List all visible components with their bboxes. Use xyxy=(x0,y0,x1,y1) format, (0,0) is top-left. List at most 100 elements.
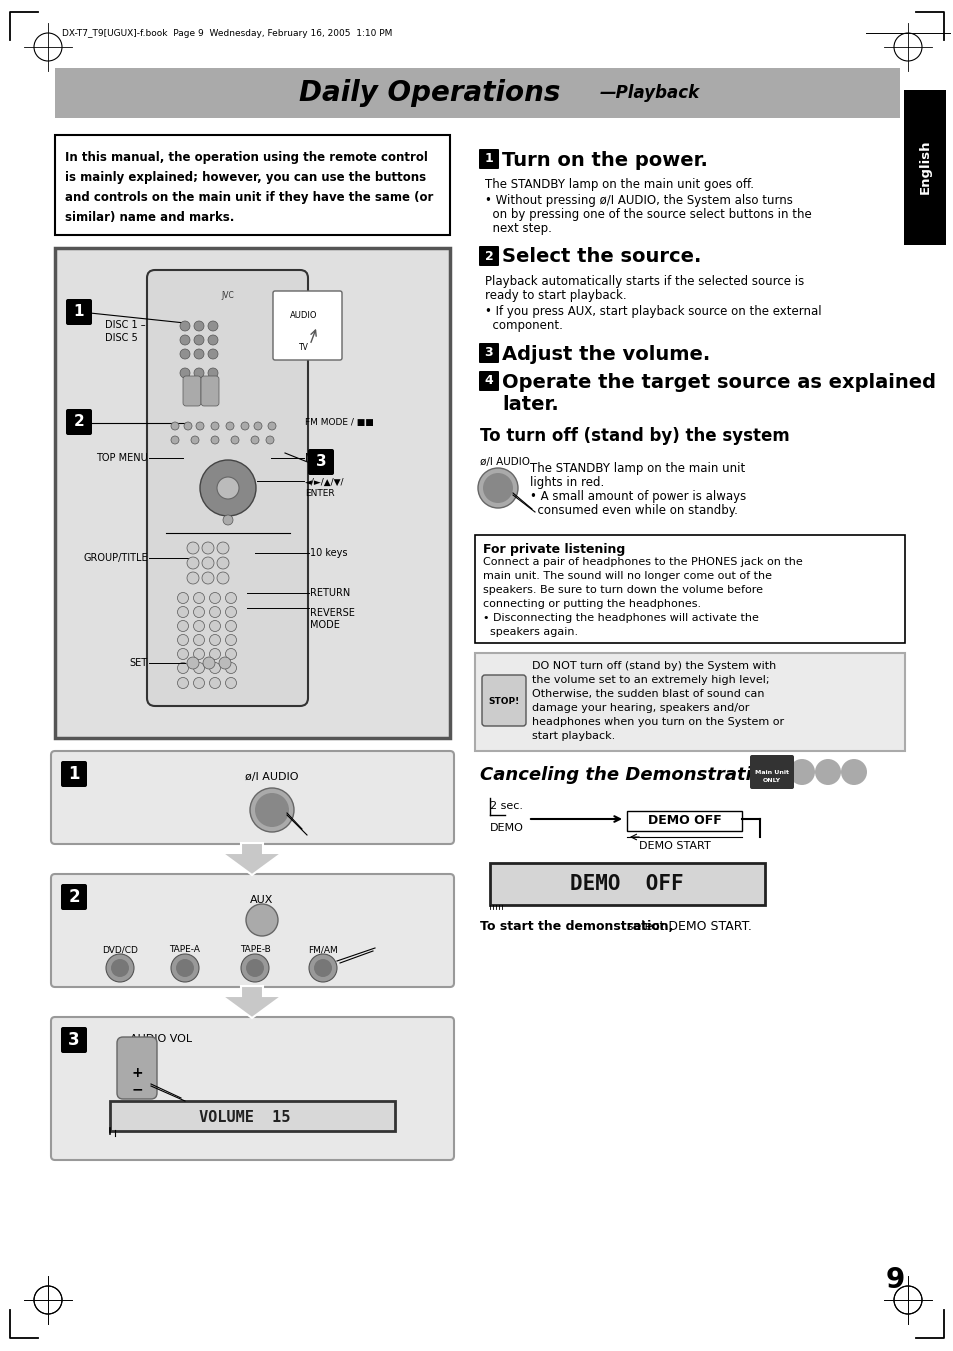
FancyBboxPatch shape xyxy=(117,1038,157,1098)
Text: AUDIO: AUDIO xyxy=(290,311,317,319)
Text: • If you press AUX, start playback source on the external: • If you press AUX, start playback sourc… xyxy=(484,305,821,317)
Circle shape xyxy=(193,677,204,689)
Text: TAPE-A: TAPE-A xyxy=(170,946,200,955)
Circle shape xyxy=(223,515,233,526)
FancyBboxPatch shape xyxy=(201,376,219,407)
Text: 10 keys: 10 keys xyxy=(310,549,347,558)
Text: The STANDBY lamp on the main unit: The STANDBY lamp on the main unit xyxy=(530,462,744,476)
Text: lights in red.: lights in red. xyxy=(530,476,603,489)
Text: speakers. Be sure to turn down the volume before: speakers. Be sure to turn down the volum… xyxy=(482,585,762,594)
Text: AUX: AUX xyxy=(250,894,274,905)
Circle shape xyxy=(841,759,866,785)
Text: • A small amount of power is always: • A small amount of power is always xyxy=(530,490,745,503)
Circle shape xyxy=(177,662,189,674)
Bar xyxy=(55,68,899,118)
Circle shape xyxy=(210,662,220,674)
Text: DO NOT turn off (stand by) the System with: DO NOT turn off (stand by) the System wi… xyxy=(532,661,776,671)
Bar xyxy=(475,535,904,643)
Circle shape xyxy=(208,322,218,331)
FancyBboxPatch shape xyxy=(66,409,91,435)
Text: Otherwise, the sudden blast of sound can: Otherwise, the sudden blast of sound can xyxy=(532,689,763,698)
Circle shape xyxy=(231,436,239,444)
Bar xyxy=(903,91,945,245)
Bar xyxy=(490,863,764,905)
Text: 3: 3 xyxy=(68,1031,80,1048)
Circle shape xyxy=(225,635,236,646)
Circle shape xyxy=(171,954,199,982)
Text: —Playback: —Playback xyxy=(599,84,700,101)
Circle shape xyxy=(210,648,220,659)
Text: damage your hearing, speakers and/or: damage your hearing, speakers and/or xyxy=(532,703,749,713)
Text: 3: 3 xyxy=(484,346,493,359)
Text: • Without pressing ø/I AUDIO, the System also turns: • Without pressing ø/I AUDIO, the System… xyxy=(484,195,792,207)
FancyBboxPatch shape xyxy=(273,290,341,359)
FancyBboxPatch shape xyxy=(61,1027,87,1052)
Circle shape xyxy=(225,607,236,617)
Circle shape xyxy=(187,657,199,669)
Text: In this manual, the operation using the remote control: In this manual, the operation using the … xyxy=(65,151,428,163)
Text: 2: 2 xyxy=(73,415,84,430)
Circle shape xyxy=(477,467,517,508)
Text: To start the demonstration,: To start the demonstration, xyxy=(479,920,673,934)
Text: and controls on the main unit if they have the same (or: and controls on the main unit if they ha… xyxy=(65,190,433,204)
Text: ONLY: ONLY xyxy=(762,778,781,784)
Circle shape xyxy=(171,436,179,444)
Circle shape xyxy=(309,954,336,982)
Circle shape xyxy=(193,607,204,617)
Circle shape xyxy=(225,620,236,631)
Circle shape xyxy=(180,367,190,378)
Circle shape xyxy=(203,657,214,669)
FancyBboxPatch shape xyxy=(478,149,498,169)
Text: headphones when you turn on the System or: headphones when you turn on the System o… xyxy=(532,717,783,727)
Bar xyxy=(55,135,450,235)
Circle shape xyxy=(208,367,218,378)
Circle shape xyxy=(193,620,204,631)
FancyBboxPatch shape xyxy=(66,299,91,326)
Circle shape xyxy=(184,422,192,430)
Bar xyxy=(626,811,741,831)
Text: To turn off (stand by) the system: To turn off (stand by) the system xyxy=(479,427,789,444)
Text: 1: 1 xyxy=(69,765,80,784)
Text: JVC: JVC xyxy=(221,292,234,300)
Text: main unit. The sound will no longer come out of the: main unit. The sound will no longer come… xyxy=(482,571,771,581)
Circle shape xyxy=(180,335,190,345)
Circle shape xyxy=(177,677,189,689)
Circle shape xyxy=(250,788,294,832)
Text: 2: 2 xyxy=(484,250,493,262)
Text: speakers again.: speakers again. xyxy=(482,627,578,638)
Text: 2: 2 xyxy=(68,888,80,907)
Text: Canceling the Demonstration: Canceling the Demonstration xyxy=(479,766,776,784)
Circle shape xyxy=(226,422,233,430)
Circle shape xyxy=(177,620,189,631)
Circle shape xyxy=(211,422,219,430)
Circle shape xyxy=(202,542,213,554)
Text: DEMO START: DEMO START xyxy=(639,842,710,851)
Text: REVERSE
MODE: REVERSE MODE xyxy=(310,608,355,631)
Circle shape xyxy=(193,349,204,359)
FancyBboxPatch shape xyxy=(51,1017,454,1161)
Circle shape xyxy=(177,635,189,646)
Text: DX-T7_T9[UGUX]-f.book  Page 9  Wednesday, February 16, 2005  1:10 PM: DX-T7_T9[UGUX]-f.book Page 9 Wednesday, … xyxy=(62,28,392,38)
Text: Turn on the power.: Turn on the power. xyxy=(501,150,707,169)
Text: 3: 3 xyxy=(315,454,326,470)
Circle shape xyxy=(219,657,231,669)
Circle shape xyxy=(314,959,332,977)
FancyBboxPatch shape xyxy=(51,874,454,988)
Text: GROUP/TITLE: GROUP/TITLE xyxy=(83,553,148,563)
Circle shape xyxy=(180,349,190,359)
Circle shape xyxy=(187,557,199,569)
Circle shape xyxy=(210,635,220,646)
Bar xyxy=(110,1101,395,1131)
Circle shape xyxy=(208,335,218,345)
Text: For private listening: For private listening xyxy=(482,543,624,557)
Text: ready to start playback.: ready to start playback. xyxy=(484,289,626,303)
FancyBboxPatch shape xyxy=(308,449,334,476)
Circle shape xyxy=(254,793,289,827)
Text: 2 sec.: 2 sec. xyxy=(490,801,522,811)
Circle shape xyxy=(246,904,277,936)
Text: FM/AM: FM/AM xyxy=(308,946,337,955)
FancyBboxPatch shape xyxy=(61,761,87,788)
Circle shape xyxy=(814,759,841,785)
Text: Main Unit: Main Unit xyxy=(754,770,788,774)
Text: DVD/CD: DVD/CD xyxy=(102,946,138,955)
